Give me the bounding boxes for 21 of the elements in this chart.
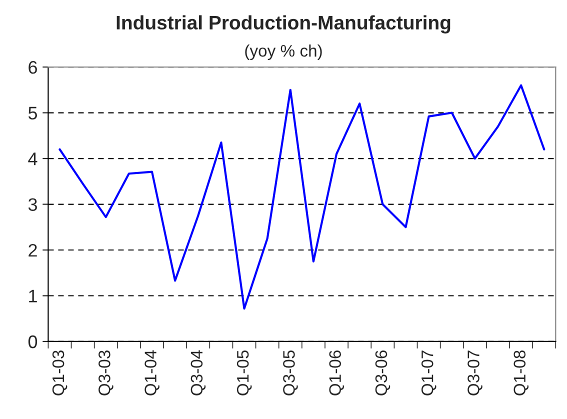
x-tick-label: Q3-07: [468, 350, 482, 396]
x-tick-label: Q3-03: [98, 350, 114, 396]
x-tick-label: Q3-04: [190, 350, 206, 396]
y-tick-label: 0: [28, 335, 38, 348]
x-tick-label: Q1-06: [329, 350, 344, 396]
x-tick-label: Q1-04: [144, 350, 160, 396]
y-tick-label: 3: [28, 198, 37, 211]
x-tick-label: Q1-03: [52, 350, 68, 396]
y-tick-label: 2: [28, 244, 37, 257]
y-tick-label: 6: [28, 60, 37, 74]
y-tick-label: 4: [28, 152, 38, 166]
y-tick-label: 5: [28, 106, 38, 120]
x-tick-label: Q3-06: [375, 350, 390, 396]
x-tick-label: Q1-08: [514, 350, 529, 396]
y-tick-label: 1: [29, 290, 37, 302]
chart-subtitle: (yoy % ch): [245, 44, 322, 60]
line-series: [58, 84, 546, 310]
x-tick-label: Q3-05: [283, 350, 298, 396]
chart-title: Industrial Production-Manufacturing: [116, 15, 450, 34]
x-tick-label: Q1-07: [421, 350, 436, 396]
x-tick-label: Q1-05: [236, 350, 252, 396]
